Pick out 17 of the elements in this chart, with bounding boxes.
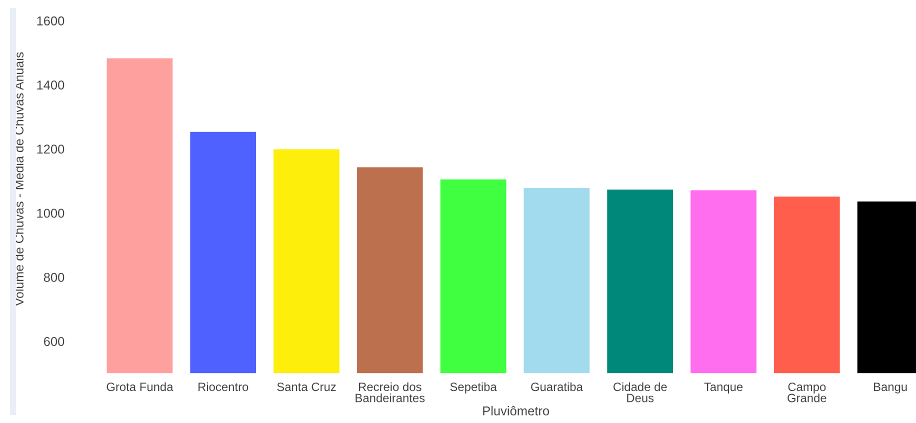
x-tick-label: Guaratiba	[531, 382, 583, 392]
x-tick-label: Santa Cruz	[277, 382, 336, 392]
y-tick-label: 1200	[37, 144, 64, 154]
x-tick-label: Recreio dos Bandeirantes	[356, 382, 425, 402]
x-axis-title: Pluviômetro	[483, 406, 550, 416]
x-tick-label: Cidade de Deus	[613, 382, 667, 402]
x-tick-label: Sepetiba	[450, 382, 497, 394]
y-tick-label: 1000	[37, 208, 64, 218]
x-tick-label: Bangu	[874, 382, 907, 394]
x-tick-label: Grota Funda	[106, 382, 174, 392]
y-tick-label: 1600	[37, 16, 64, 26]
x-tick-label: Tanque	[704, 382, 743, 394]
y-tick-label: 1400	[37, 80, 64, 90]
y-tick-label: 600	[44, 336, 64, 346]
x-tick-label: Riocentro	[198, 382, 248, 392]
y-tick-label: 800	[44, 272, 64, 282]
x-tick-label: Campo Grande	[788, 382, 826, 402]
